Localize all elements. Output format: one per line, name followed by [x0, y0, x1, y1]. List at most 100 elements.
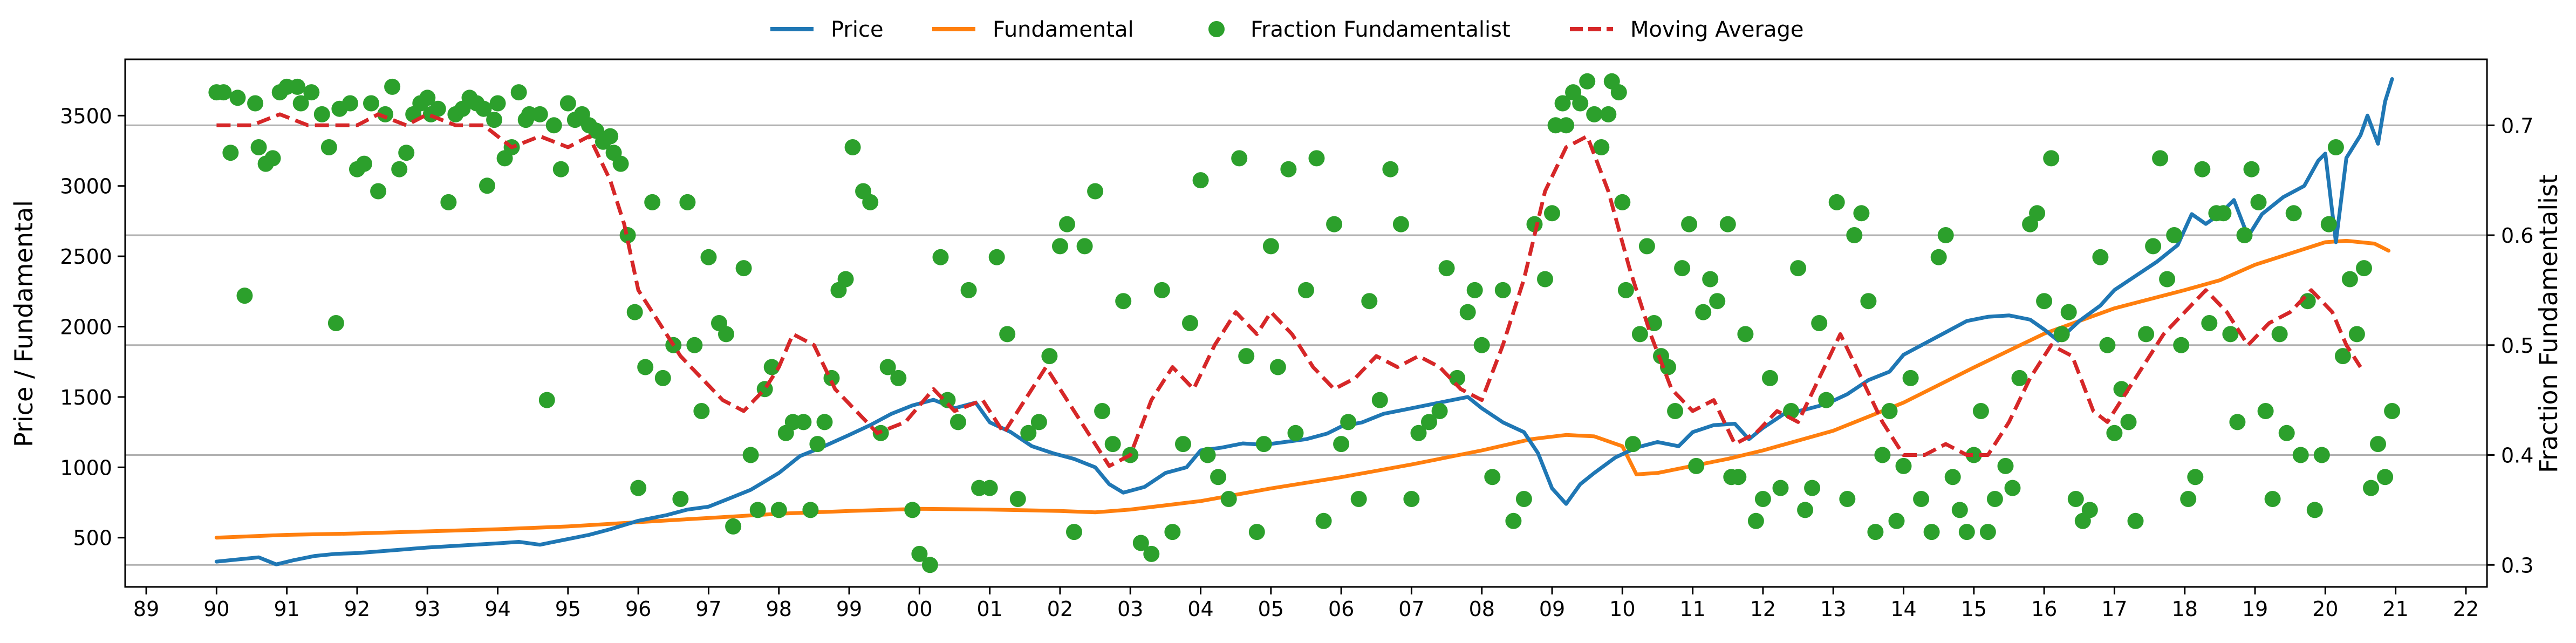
fraction-point [1853, 205, 1870, 222]
x-tick-label: 08 [1469, 597, 1495, 621]
fraction-point [236, 288, 253, 304]
fraction-point [1730, 469, 1747, 485]
fraction-point [749, 502, 766, 518]
fraction-point [1350, 491, 1367, 507]
fraction-point [1737, 326, 1754, 343]
fraction-point [1449, 370, 1466, 386]
x-tick-label: 94 [484, 597, 510, 621]
x-tick-label: 13 [1820, 597, 1846, 621]
fraction-point [2145, 238, 2162, 255]
fraction-point [1895, 457, 1912, 474]
fraction-point [2363, 480, 2379, 496]
fraction-point [1614, 194, 1631, 210]
left-tick-label: 1000 [60, 456, 112, 480]
fraction-point [2201, 315, 2218, 331]
fraction-point [612, 155, 629, 172]
fraction-point [1979, 524, 1996, 541]
fraction-point [2004, 480, 2021, 496]
fraction-point [816, 414, 833, 430]
fraction-point [1944, 469, 1961, 485]
fraction-point [2166, 227, 2183, 243]
fraction-point [1505, 512, 1522, 529]
x-tick-label: 93 [414, 597, 440, 621]
fraction-point [486, 112, 503, 128]
fraction-point [1804, 480, 1821, 496]
fraction-point [2106, 425, 2123, 441]
fraction-point [1937, 227, 1954, 243]
fraction-point [2138, 326, 2155, 343]
fraction-point [1132, 535, 1149, 551]
right-tick-label: 0.4 [2501, 444, 2533, 468]
fraction-point [440, 194, 457, 210]
fraction-point [1811, 315, 1828, 331]
fraction-point [250, 139, 267, 155]
fraction-point [2029, 205, 2046, 222]
fraction-point [479, 177, 495, 194]
fraction-point [2306, 502, 2323, 518]
fraction-point [2173, 337, 2190, 353]
fraction-point [2067, 491, 2084, 507]
fraction-point [1403, 491, 1420, 507]
fraction-point [1617, 282, 1634, 298]
fraction-point [693, 403, 710, 419]
fraction-point [1951, 502, 1968, 518]
fraction-point [363, 95, 379, 112]
left-tick-label: 3000 [60, 175, 112, 199]
fraction-point [2356, 260, 2372, 277]
x-axis-ticks: 89 90 91 92 93 94 95 96 97 98 99 00 01 02 03 04 05 06 07 08… [133, 587, 2479, 621]
legend-fraction-swatch [1208, 21, 1225, 37]
fraction-point [672, 491, 689, 507]
fraction-point [1762, 370, 1778, 386]
fraction-point [1797, 502, 1814, 518]
fraction-point [1790, 260, 1807, 277]
fraction-point [510, 84, 527, 101]
fraction-point [1631, 326, 1648, 343]
fraction-point [1030, 414, 1047, 430]
fraction-point [1965, 447, 1982, 463]
legend-fraction-label: Fraction Fundamentalist [1251, 17, 1511, 42]
fraction-point [229, 90, 246, 106]
fraction-point [2250, 194, 2267, 210]
fraction-point [1593, 139, 1610, 155]
fraction-point [2334, 348, 2351, 365]
fraction-point [1638, 238, 1655, 255]
fraction-point [630, 480, 647, 496]
fraction-point [1818, 392, 1835, 408]
fraction-point [1052, 238, 1068, 255]
fraction-point [2036, 293, 2053, 310]
fraction-point [1719, 216, 1736, 232]
fraction-point [1175, 436, 1191, 453]
x-tick-label: 97 [695, 597, 721, 621]
fraction-point [1554, 95, 1571, 112]
fraction-point [327, 315, 344, 331]
fraction-point [879, 359, 896, 375]
fraction-point [247, 95, 264, 112]
x-tick-label: 95 [555, 597, 581, 621]
fraction-point [686, 337, 703, 353]
fraction-point [2152, 150, 2169, 167]
fraction-point [2377, 469, 2394, 485]
fraction-point [1298, 282, 1314, 298]
fraction-point [1923, 524, 1940, 541]
x-tick-label: 20 [2312, 597, 2338, 621]
x-tick-label: 11 [1679, 597, 1705, 621]
moving-average-line [216, 112, 2362, 468]
x-tick-label: 05 [1258, 597, 1284, 621]
fraction-point [844, 139, 861, 155]
legend-price-label: Price [831, 17, 884, 42]
fraction-point [1586, 106, 1603, 122]
fraction-point [1572, 95, 1589, 112]
fraction-point [1192, 172, 1209, 189]
fraction-point [802, 502, 819, 518]
fraction-point [313, 106, 330, 122]
fraction-point [1104, 436, 1121, 453]
fraction-point [1076, 238, 1093, 255]
fraction-point [1238, 348, 1255, 365]
fraction-point [1438, 260, 1455, 277]
x-tick-label: 04 [1187, 597, 1213, 621]
fraction-point [1308, 150, 1325, 167]
fraction-point [735, 260, 752, 277]
fraction-point [654, 370, 671, 386]
x-tick-label: 12 [1750, 597, 1776, 621]
